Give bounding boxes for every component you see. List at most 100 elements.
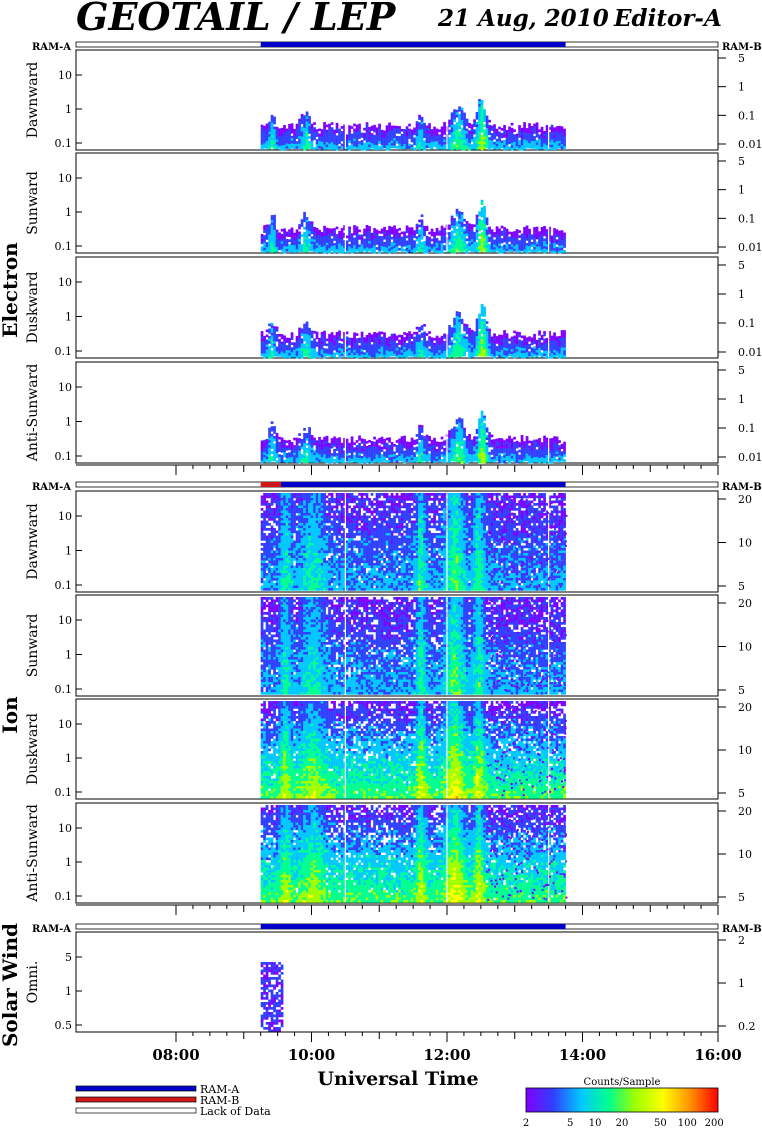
right-tick-label: 5 [738, 891, 745, 904]
ram-a-label: RAM-A [32, 42, 71, 53]
panel-label: Sunward [25, 614, 41, 678]
legend-label: Lack of Data [200, 1105, 271, 1118]
ram-bar-segment [260, 924, 566, 929]
ram-a-label: RAM-A [32, 482, 71, 493]
right-tick-label: 20 [738, 701, 752, 714]
x-tick-label: 16:00 [694, 1046, 741, 1064]
x-tick-label: 10:00 [288, 1046, 335, 1064]
right-tick-label: 10 [738, 537, 752, 550]
ram-bar-segment [281, 482, 566, 487]
panel-label: Dawnward [25, 62, 41, 139]
panel-anti-sunward: 10 1 0.1 20 10 5 Anti-Sunward [25, 802, 752, 904]
x-axis-label: Universal Time [317, 1068, 478, 1090]
panel-label: Duskward [25, 713, 41, 785]
legend-swatch [75, 1096, 197, 1103]
colorbar-tick-label: 50 [654, 1118, 667, 1128]
right-tick-label: 0.1 [738, 317, 756, 330]
left-tick-label: 0.1 [55, 683, 73, 696]
left-tick-label: 1 [65, 545, 72, 558]
ram-b-label: RAM-B [722, 42, 762, 53]
right-tick-label: 10 [738, 641, 752, 654]
right-tick-label: 0.01 [738, 138, 762, 151]
left-tick-label: 1 [65, 856, 72, 869]
right-tick-label: 0.01 [738, 346, 762, 359]
right-tick-label: 0.2 [738, 1020, 756, 1033]
left-tick-label: 0.1 [55, 579, 73, 592]
left-tick-label: 10 [58, 69, 72, 82]
right-tick-label: 2 [738, 934, 745, 947]
ram-a-label: RAM-A [32, 924, 71, 935]
x-tick-label: 14:00 [559, 1046, 606, 1064]
panel-dawnward: 10 1 0.1 20 10 5 Dawnward [25, 490, 752, 593]
x-tick-label: 12:00 [423, 1046, 470, 1064]
group-label: Electron [0, 242, 22, 338]
right-tick-label: 5 [738, 364, 745, 377]
legend-label: RAM-B [200, 1094, 239, 1107]
right-tick-label: 0.1 [738, 109, 756, 122]
right-tick-label: 20 [738, 493, 752, 506]
right-tick-label: 10 [738, 744, 752, 757]
right-tick-label: 5 [738, 580, 745, 593]
figure-title: GEOTAIL / LEP [76, 0, 397, 39]
group-label: Ion [0, 696, 22, 734]
right-tick-label: 0.1 [738, 212, 756, 225]
panel-frame [75, 931, 719, 1033]
panel-anti-sunward: 10 1 0.1 5 1 0.1 0.01 Anti-Sunward [25, 361, 762, 464]
left-tick-label: 0.1 [55, 345, 73, 358]
left-tick-label: 0.1 [55, 240, 73, 253]
left-tick-label: 1 [65, 416, 72, 429]
figure-date: 21 Aug, 2010 [437, 5, 609, 32]
legend-label: RAM-A [200, 1083, 240, 1096]
right-tick-label: 10 [738, 848, 752, 861]
colorbar [525, 1087, 719, 1113]
panel-label: Duskward [25, 272, 41, 344]
right-tick-label: 1 [738, 977, 745, 990]
group-solar-wind: RAM-A RAM-B Solar Wind 5 1 0.5 2 1 0.2 Omni. [0, 923, 762, 1047]
panel-sunward: 10 1 0.1 5 1 0.1 0.01 Sunward [25, 152, 762, 254]
colorbar-tick-label: 20 [616, 1118, 629, 1128]
right-tick-label: 5 [738, 684, 745, 697]
panel-omni-: 5 1 0.5 2 1 0.2 Omni. [25, 931, 756, 1033]
left-tick-label: 10 [58, 510, 72, 523]
right-tick-label: 0.01 [738, 451, 762, 464]
panel-frame [75, 49, 719, 151]
legend-swatch [75, 1107, 197, 1114]
left-tick-label: 1 [65, 752, 72, 765]
left-tick-label: 5 [65, 951, 72, 964]
left-tick-label: 0.1 [55, 137, 73, 150]
left-tick-label: 10 [58, 276, 72, 289]
right-tick-label: 20 [738, 805, 752, 818]
left-tick-label: 1 [65, 311, 72, 324]
right-tick-label: 20 [738, 597, 752, 610]
x-tick-label: 08:00 [152, 1046, 199, 1064]
group-label: Solar Wind [0, 923, 22, 1047]
ram-bar-segment [260, 482, 282, 487]
colorbar-tick-label: 200 [705, 1118, 724, 1128]
panel-sunward: 10 1 0.1 20 10 5 Sunward [25, 594, 752, 697]
right-tick-label: 1 [738, 81, 745, 94]
right-tick-label: 5 [738, 52, 745, 65]
right-tick-label: 0.01 [738, 241, 762, 254]
figure-editor: Editor-A [613, 5, 722, 32]
panel-label: Dawnward [25, 503, 41, 580]
panel-label: Anti-Sunward [25, 804, 41, 903]
right-tick-label: 0.1 [738, 422, 756, 435]
right-tick-label: 1 [738, 393, 745, 406]
right-tick-label: 1 [738, 288, 745, 301]
group-electron: RAM-A RAM-B Electron 10 1 0.1 5 1 0.1 0.01 Dawnwar… [0, 41, 762, 475]
colorbar-title: Counts/Sample [584, 1077, 661, 1088]
right-tick-label: 5 [738, 155, 745, 168]
panel-label: Anti-Sunward [25, 364, 41, 463]
ram-bar-segment [260, 42, 566, 47]
right-tick-label: 5 [738, 259, 745, 272]
right-tick-label: 1 [738, 184, 745, 197]
panel-duskward: 10 1 0.1 20 10 5 Duskward [25, 698, 752, 800]
left-tick-label: 0.5 [55, 1019, 73, 1032]
panel-label: Omni. [25, 961, 41, 1004]
left-tick-label: 1 [65, 103, 72, 116]
colorbar-tick-label: 10 [589, 1118, 602, 1128]
left-tick-label: 10 [58, 614, 72, 627]
panel-dawnward: 10 1 0.1 5 1 0.1 0.01 Dawnward [25, 49, 762, 151]
left-tick-label: 1 [65, 985, 72, 998]
right-tick-label: 5 [738, 787, 745, 800]
